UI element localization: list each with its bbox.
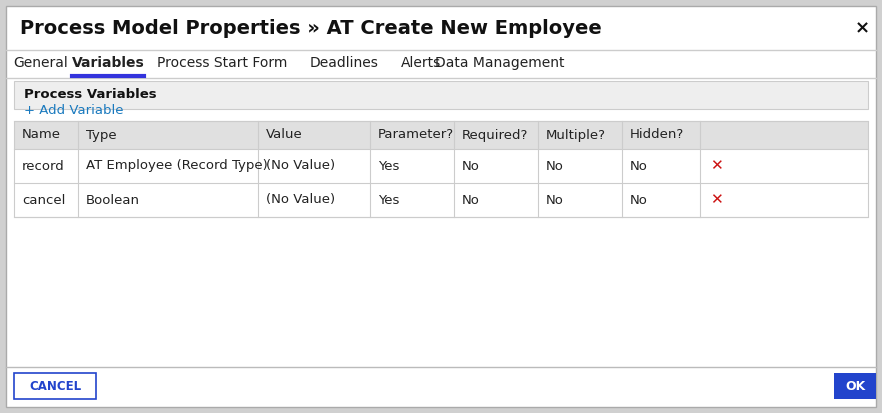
Text: No: No [630, 159, 648, 173]
Text: Value: Value [266, 128, 303, 142]
Text: ✕: ✕ [710, 192, 722, 207]
Text: Alerts: Alerts [401, 56, 441, 70]
Text: Boolean: Boolean [86, 194, 140, 206]
Text: Process Start Form: Process Start Form [157, 56, 288, 70]
Text: Deadlines: Deadlines [310, 56, 378, 70]
Text: Type: Type [86, 128, 116, 142]
Text: Yes: Yes [378, 159, 400, 173]
Text: Yes: Yes [378, 194, 400, 206]
Text: Process Model Properties » AT Create New Employee: Process Model Properties » AT Create New… [20, 19, 602, 38]
Text: ✕: ✕ [710, 159, 722, 173]
Text: Hidden?: Hidden? [630, 128, 684, 142]
Text: Process Variables: Process Variables [24, 88, 157, 102]
Text: General: General [13, 56, 69, 70]
Text: Variables: Variables [71, 56, 145, 70]
Bar [834, 373, 876, 399]
Text: cancel: cancel [22, 194, 65, 206]
Text: No: No [630, 194, 648, 206]
Text: Multiple?: Multiple? [546, 128, 606, 142]
Text: (No Value): (No Value) [266, 194, 335, 206]
Text: + Add Variable: + Add Variable [24, 104, 123, 118]
Text: No: No [546, 194, 564, 206]
Text: Data Management: Data Management [435, 56, 564, 70]
Text: record: record [22, 159, 64, 173]
Text: No: No [462, 159, 480, 173]
Text: OK: OK [845, 380, 865, 392]
Text: AT Employee (Record Type): AT Employee (Record Type) [86, 159, 268, 173]
Text: (No Value): (No Value) [266, 159, 335, 173]
Bar [14, 121, 868, 217]
Text: Required?: Required? [462, 128, 528, 142]
Text: Parameter?: Parameter? [378, 128, 454, 142]
Text: No: No [462, 194, 480, 206]
Text: CANCEL: CANCEL [29, 380, 81, 392]
Text: ×: × [855, 19, 870, 37]
Bar [14, 373, 96, 399]
Bar [14, 121, 868, 149]
Text: Name: Name [22, 128, 61, 142]
Bar [14, 81, 868, 109]
Text: No: No [546, 159, 564, 173]
